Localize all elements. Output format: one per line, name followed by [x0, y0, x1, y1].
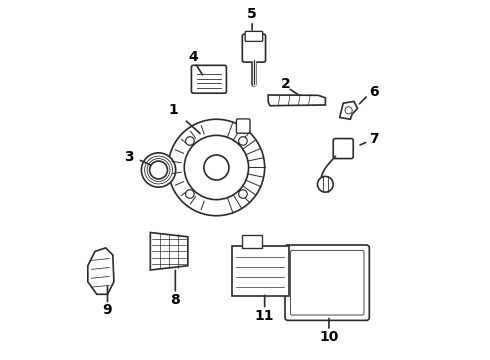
Text: 4: 4 — [188, 50, 198, 64]
FancyBboxPatch shape — [245, 31, 263, 41]
FancyBboxPatch shape — [237, 119, 250, 133]
FancyBboxPatch shape — [333, 139, 353, 158]
Circle shape — [168, 119, 265, 216]
Circle shape — [239, 137, 247, 145]
Text: 1: 1 — [169, 103, 178, 117]
Circle shape — [345, 107, 352, 114]
Text: 6: 6 — [369, 85, 379, 99]
Circle shape — [318, 176, 333, 192]
FancyBboxPatch shape — [285, 245, 369, 320]
Text: 2: 2 — [281, 77, 291, 91]
FancyBboxPatch shape — [243, 235, 262, 248]
Circle shape — [142, 153, 176, 187]
Circle shape — [204, 155, 229, 180]
Polygon shape — [340, 102, 358, 119]
Circle shape — [186, 190, 194, 198]
Polygon shape — [88, 248, 114, 294]
Circle shape — [239, 190, 247, 198]
FancyBboxPatch shape — [232, 246, 289, 296]
Text: 9: 9 — [103, 303, 112, 318]
Polygon shape — [150, 233, 188, 270]
FancyBboxPatch shape — [243, 34, 266, 62]
Text: 8: 8 — [171, 293, 180, 307]
Circle shape — [184, 135, 248, 200]
Text: 7: 7 — [369, 132, 379, 146]
Text: 11: 11 — [255, 309, 274, 323]
FancyBboxPatch shape — [291, 250, 364, 315]
Circle shape — [186, 137, 194, 145]
Text: 5: 5 — [247, 7, 257, 21]
Text: 3: 3 — [124, 150, 134, 164]
FancyBboxPatch shape — [192, 65, 226, 93]
Circle shape — [149, 161, 168, 179]
Polygon shape — [268, 95, 325, 106]
Text: 10: 10 — [319, 330, 339, 344]
